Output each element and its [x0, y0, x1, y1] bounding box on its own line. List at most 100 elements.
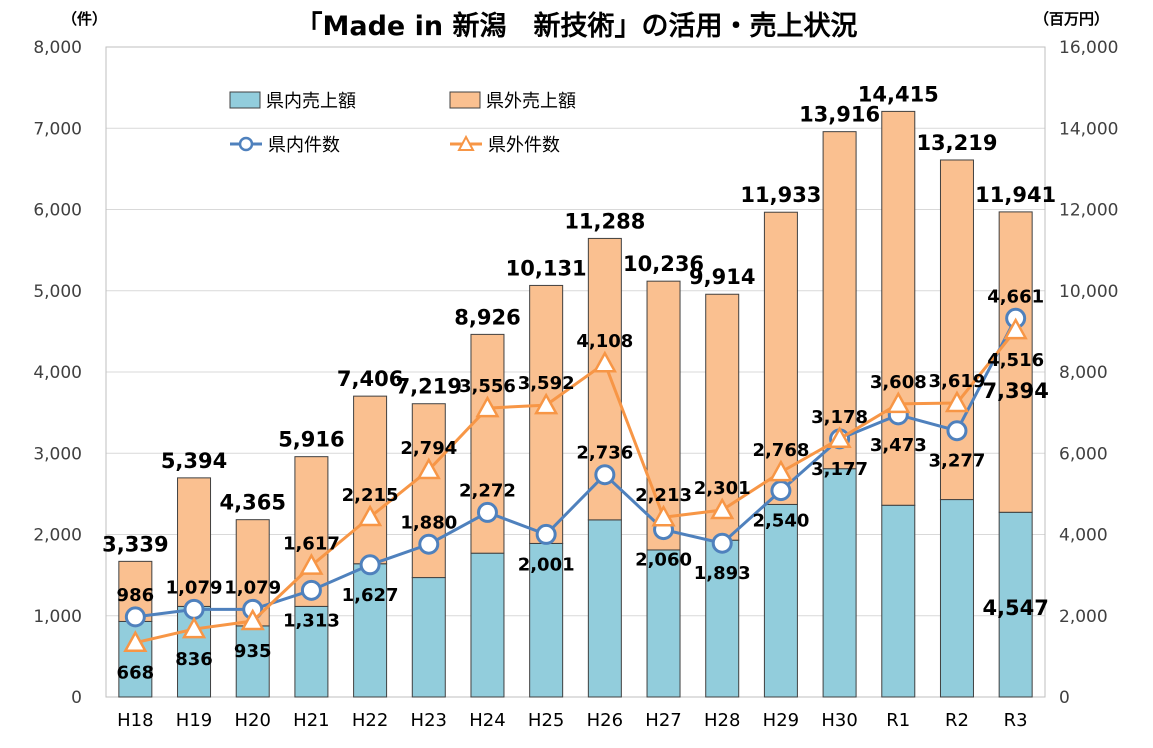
point-kengai-kensu: [357, 504, 383, 527]
x-axis-tick-label: H27: [645, 710, 681, 731]
point-kengai-kensu: [299, 553, 324, 575]
point-kengai-kensu: [651, 504, 676, 527]
right-axis-tick-label: 10,000: [1059, 282, 1118, 302]
bar-kennai-uriage: [353, 563, 388, 698]
left-axis-tick-label: 1,000: [33, 607, 82, 627]
point-kennai-kensu: [300, 579, 322, 601]
right-axis-tick-label: 2,000: [1059, 607, 1108, 627]
line-data-label: 1,079: [166, 577, 223, 598]
bar-kengai-uriage: [763, 211, 798, 505]
legend-label: 県外件数: [488, 135, 560, 156]
point-kengai-kensu: [123, 630, 148, 652]
line-data-label: 4,108: [576, 331, 633, 352]
left-axis-tick-label: 2,000: [33, 526, 82, 546]
bar-total-label: 10,131: [506, 256, 587, 280]
bar-total-label: 3,339: [102, 532, 168, 556]
point-kennai-kensu: [124, 606, 146, 628]
plot-area: [105, 46, 1046, 698]
bar-total-label: 5,916: [278, 428, 344, 452]
point-kengai-kensu: [886, 391, 911, 414]
line-data-label: 935: [234, 641, 272, 662]
right-axis-tick-label: 16,000: [1059, 38, 1118, 58]
point-kennai-kensu: [946, 420, 968, 442]
point-kengai-kensu: [710, 497, 735, 520]
point-kennai-kensu: [711, 532, 733, 554]
point-kengai-kensu: [827, 426, 852, 449]
line-data-label: 3,177: [811, 459, 868, 480]
line-data-label: 1,079: [224, 577, 281, 598]
left-axis-tick-label: 8,000: [33, 38, 82, 58]
bar-segment-label: 4,547: [982, 596, 1048, 620]
line-data-label: 2,213: [635, 485, 692, 506]
bar-total-label: 7,219: [396, 375, 462, 399]
legend-swatch-kennai-uriage: [229, 91, 261, 109]
line-data-label: 2,768: [752, 440, 809, 461]
legend-swatch-kengai-uriage: [449, 91, 481, 109]
legend-marker-kennai-kensu: [238, 136, 254, 152]
x-axis-tick-label: H23: [411, 710, 447, 731]
left-axis-unit: （件）: [62, 10, 108, 28]
legend-label: 県内件数: [268, 135, 340, 156]
x-axis-tick-label: H21: [293, 710, 329, 731]
right-axis-unit: （百万円）: [1034, 10, 1110, 28]
bar-kengai-uriage: [998, 211, 1033, 513]
left-axis-tick-label: 5,000: [33, 282, 82, 302]
line-data-label: 4,516: [987, 350, 1044, 371]
x-axis-tick-label: H26: [587, 710, 623, 731]
point-kengai-kensu: [768, 459, 794, 482]
x-axis-tick-label: R1: [886, 710, 910, 731]
line-data-label: 3,473: [870, 435, 927, 456]
bar-kennai-uriage: [294, 605, 329, 698]
point-kengai-kensu: [592, 350, 617, 373]
line-kengai-kensu: [135, 329, 1017, 645]
line-data-label: 1,627: [342, 585, 399, 606]
line-data-label: 2,215: [342, 485, 399, 506]
bar-kengai-uriage: [353, 395, 388, 565]
x-axis-tick-label: H24: [469, 710, 505, 731]
bar-kengai-uriage: [294, 456, 329, 607]
x-axis-tick-label: H30: [821, 710, 857, 731]
bar-kennai-uriage: [646, 549, 681, 698]
x-axis-tick-label: H22: [352, 710, 388, 731]
point-kennai-kensu: [535, 523, 557, 545]
left-axis-tick-label: 7,000: [33, 119, 82, 139]
point-kengai-kensu: [944, 390, 970, 413]
point-kengai-kensu: [416, 457, 441, 480]
point-kennai-kensu: [476, 501, 498, 523]
bar-total-label: 13,219: [916, 131, 997, 155]
line-data-label: 2,794: [400, 438, 457, 459]
point-kennai-kensu: [359, 554, 381, 576]
line-data-label: 668: [117, 663, 155, 684]
legend-label: 県外売上額: [486, 91, 576, 112]
left-axis-tick-label: 3,000: [33, 444, 82, 464]
point-kennai-kensu: [418, 533, 440, 555]
bar-total-label: 13,916: [799, 103, 880, 127]
bar-total-label: 7,406: [337, 367, 403, 391]
x-axis-tick-label: R3: [1004, 710, 1028, 731]
bar-kengai-uriage: [646, 280, 681, 551]
x-axis-tick-label: H29: [763, 710, 799, 731]
line-data-label: 1,880: [400, 512, 457, 533]
bar-segment-label: 7,394: [982, 379, 1048, 403]
right-axis-tick-label: 4,000: [1059, 526, 1108, 546]
bar-kengai-uriage: [939, 159, 974, 501]
x-axis-tick-label: H25: [528, 710, 564, 731]
bar-total-label: 11,288: [564, 209, 645, 233]
line-data-label: 3,556: [459, 376, 516, 397]
bar-kengai-uriage: [529, 284, 564, 544]
bar-total-label: 10,236: [623, 252, 704, 276]
point-kengai-kensu: [475, 395, 500, 418]
point-kengai-kensu: [181, 616, 207, 639]
right-axis-tick-label: 0: [1059, 688, 1070, 708]
bar-kengai-uriage: [881, 110, 916, 506]
left-axis-tick-label: 6,000: [33, 201, 82, 221]
legend-label: 県内売上額: [266, 91, 356, 112]
bar-kennai-uriage: [763, 503, 798, 698]
bar-kennai-uriage: [470, 552, 505, 698]
point-kengai-kensu: [1003, 317, 1028, 340]
x-axis-tick-label: H20: [234, 710, 270, 731]
bar-total-label: 8,926: [454, 305, 520, 329]
left-axis-tick-label: 4,000: [33, 363, 82, 383]
line-data-label: 2,060: [635, 550, 692, 571]
